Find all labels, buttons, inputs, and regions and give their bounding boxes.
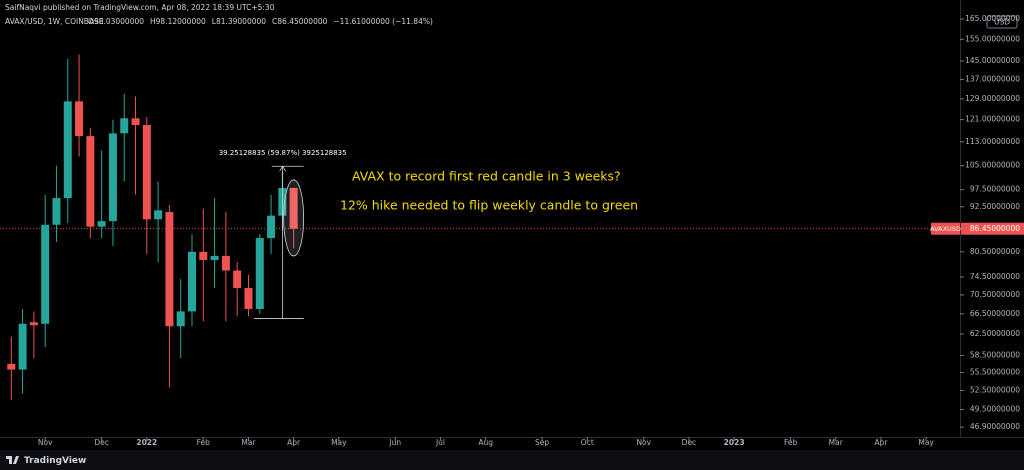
y-tick-label: 97.50000000	[970, 185, 1020, 194]
y-tick-label: 145.00000000	[965, 56, 1020, 65]
publisher: SaifNaqvi published on TradingView.com, …	[5, 3, 275, 12]
x-tick-label: 2022	[136, 438, 157, 447]
annotation: AVAX to record first red candle in 3 wee…	[352, 169, 621, 184]
footer-brand: TradingView	[24, 456, 86, 466]
candle-body	[233, 270, 242, 289]
y-tick-label: 49.50000000	[970, 405, 1020, 414]
y-tick-label: 46.90000000	[970, 422, 1020, 431]
highlight-ellipse	[283, 179, 305, 257]
annotation: 12% hike needed to flip weekly candle to…	[340, 198, 638, 213]
candle-body	[165, 212, 174, 327]
x-tick-label: Jul	[435, 438, 445, 447]
x-tick-label: Apr	[287, 438, 301, 447]
candle-body	[29, 322, 38, 326]
y-tick-label: 155.00000000	[965, 34, 1020, 43]
plot	[0, 54, 960, 400]
y-tick-label: 58.50000000	[970, 350, 1020, 359]
y-tick-label: 105.00000000	[965, 161, 1020, 170]
x-tick-label: Sep	[535, 438, 549, 447]
y-tick-label: 129.00000000	[965, 94, 1020, 103]
x-tick-label: Mar	[241, 438, 256, 447]
y-tick-label: 74.50000000	[970, 272, 1020, 281]
y-tick-label: 92.50000000	[970, 202, 1020, 211]
candle-body	[131, 118, 140, 126]
candle-body	[289, 187, 298, 229]
legend-value: H98.12000000	[150, 17, 206, 26]
price-name: AVAXUSD	[930, 225, 961, 233]
y-tick-label: 52.50000000	[970, 386, 1020, 395]
ohlc-legend: O98.03000000 H98.12000000 L81.39000000 C86.…	[88, 17, 433, 26]
currency-box	[986, 15, 1018, 29]
x-tick-label: May	[918, 438, 934, 447]
candle-body	[120, 118, 129, 134]
x-tick-label: May	[331, 438, 347, 447]
candle-body	[18, 323, 27, 370]
y-tick-label: 55.50000000	[970, 367, 1020, 376]
candle-body	[97, 221, 106, 227]
y-tick-label: 113.00000000	[965, 137, 1020, 146]
legend-value: O98.03000000	[88, 17, 144, 26]
legend-value: L81.39000000	[212, 17, 267, 26]
symbol: AVAX/USD, 1W, COINBASE	[5, 17, 104, 26]
legend-value: C86.45000000	[272, 17, 328, 26]
candle-body	[244, 288, 253, 309]
candle-body	[154, 210, 163, 220]
candle-body	[188, 251, 196, 312]
candle-body	[7, 363, 16, 370]
price-name-box	[931, 222, 960, 235]
measure-label: 39.25128835 (59.87%) 3925128835	[219, 149, 347, 157]
candle-body	[142, 125, 151, 220]
x-tick-label: Mar	[829, 438, 844, 447]
candle-body	[210, 255, 219, 261]
x-tick-label: Aug	[478, 438, 493, 447]
x-tick-label: Feb	[197, 438, 211, 447]
x-tick-label: Apr	[874, 438, 888, 447]
candle-body	[52, 198, 61, 225]
x-tick-label: Feb	[784, 438, 798, 447]
x-tick-label: Dec	[94, 438, 109, 447]
candle-body	[108, 133, 117, 222]
candle-body	[86, 136, 95, 227]
y-tick-label: 121.00000000	[965, 115, 1020, 124]
y-tick-label: 70.50000000	[970, 290, 1020, 299]
legend-value: −11.61000000 (−11.84%)	[333, 17, 433, 26]
y-tick-label: 80.50000000	[970, 247, 1020, 256]
y-tick-label: 66.50000000	[970, 309, 1020, 318]
x-tick-label: Nov	[38, 438, 53, 447]
x-tick-label: Nov	[636, 438, 651, 447]
logo	[6, 456, 19, 464]
candle-body	[267, 215, 276, 239]
x-tick-label: Jun	[388, 438, 401, 447]
candle-body	[199, 251, 208, 261]
x-tick-label: Dec	[682, 438, 697, 447]
footer	[0, 450, 1024, 470]
candle-body	[221, 255, 230, 271]
candle-body	[255, 238, 264, 309]
candle-body	[41, 224, 50, 324]
candle-body	[176, 311, 185, 327]
y-tick-label: 137.00000000	[965, 74, 1020, 83]
y-tick-label: 165.00000000	[965, 14, 1020, 23]
y-tick-label: 62.50000000	[970, 329, 1020, 338]
currency: USD	[994, 18, 1010, 27]
measure-arrow	[279, 165, 286, 172]
price-value: 86.45000000	[970, 224, 1020, 233]
candle-body	[63, 101, 72, 199]
candle-body	[75, 101, 84, 137]
x-tick-label: 2023	[724, 438, 745, 447]
x-tick-label: Oct	[581, 438, 594, 447]
price-value-box	[961, 222, 1024, 235]
